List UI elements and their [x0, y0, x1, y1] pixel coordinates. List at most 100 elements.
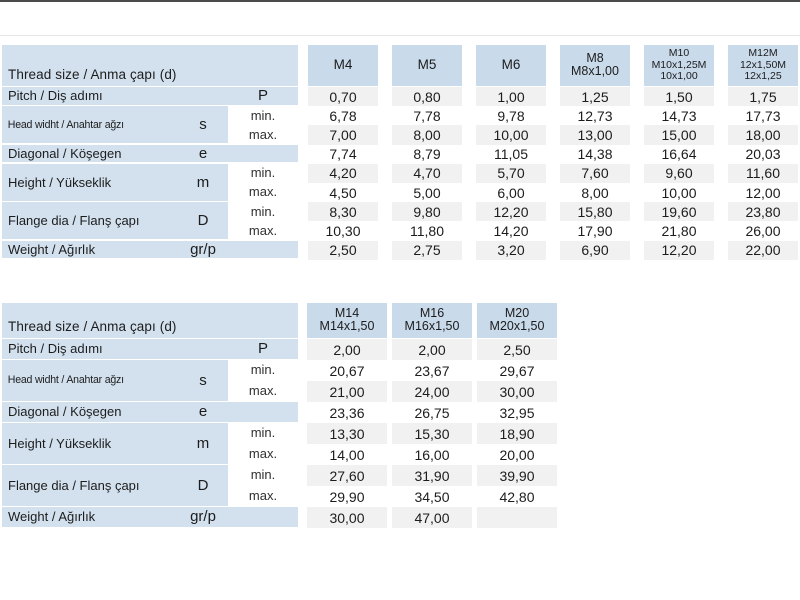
row-symbol-cell: m [178, 423, 228, 464]
value-cell-text: 17,73 [745, 107, 781, 124]
value-cell-text: 14,00 [329, 446, 365, 463]
row-symbol-cell-text: s [199, 116, 207, 134]
value-cell: 21,80 [644, 221, 714, 241]
column-header-line: M8 [586, 50, 604, 65]
table-header-label: Thread size / Anma çapı (d) [8, 66, 177, 82]
row-symbol-cell-text: s [199, 371, 207, 389]
value-cell: 30,00 [477, 381, 557, 402]
value-cell-text: 24,00 [414, 383, 450, 400]
value-cell: 8,79 [392, 144, 462, 164]
column-header: M8 M8x1,00 [560, 45, 630, 86]
value-cell-text: 11,80 [410, 222, 444, 239]
value-cell-text: 14,38 [577, 146, 613, 163]
column-header-line: M12M [748, 47, 778, 60]
column-header-line: M10x1,25M [651, 58, 707, 71]
value-cell: 1,00 [476, 87, 546, 107]
row-label: Flange dia / Flanş çapı [8, 213, 140, 229]
value-cell-text: 13,30 [329, 425, 365, 442]
column-header: M5 [392, 45, 462, 86]
row-symbol-cell-text: m [196, 434, 210, 452]
value-cell-text: 23,80 [745, 203, 781, 220]
minmax-label-cell-text: max. [248, 446, 278, 462]
value-cell-text: 30,00 [499, 383, 535, 400]
row-label-cell: Diagonal / Köşegen [2, 144, 298, 163]
value-cell-text: 8,00 [413, 126, 441, 143]
row-symbol-cell-text: D [197, 212, 209, 230]
row-symbol-cell: s [178, 360, 228, 401]
value-cell: 8,30 [308, 202, 378, 222]
value-cell: 2,75 [392, 240, 462, 260]
value-cell: 7,00 [308, 125, 378, 145]
value-cell: 18,00 [728, 125, 798, 145]
value-cell: 23,80 [728, 202, 798, 222]
row-label: Diagonal / Köşegen [8, 145, 122, 161]
value-cell: 10,30 [308, 221, 378, 241]
value-cell-text: 7,00 [329, 126, 357, 143]
value-cell: 11,80 [392, 221, 462, 241]
value-cell-text: 5,00 [413, 184, 441, 201]
value-cell: 10,00 [644, 183, 714, 203]
value-cell: 12,20 [644, 240, 714, 260]
value-cell-text: 20,03 [745, 146, 781, 163]
value-cell: 11,05 [476, 144, 546, 164]
value-cell-text: 8,30 [329, 203, 357, 220]
row-label: Height / Yükseklik [8, 174, 112, 190]
minmax-label-cell: max. [228, 183, 298, 201]
minmax-label-cell: min. [228, 423, 298, 443]
value-cell-text: 7,60 [581, 165, 609, 182]
row-symbol-cell: P [228, 87, 298, 105]
table-header-label-cell: Thread size / Anma çapı (d) [2, 303, 298, 338]
row-label-cell: Weight / Ağırlık [2, 507, 298, 527]
value-cell: 20,67 [307, 360, 387, 381]
row-label-cell: Height / Yükseklik [2, 163, 228, 201]
value-cell: 7,74 [308, 144, 378, 164]
row-symbol-cell-text: D [197, 476, 209, 494]
row-label-cell: Flange dia / Flanş çapı [2, 465, 228, 506]
value-cell: 9,80 [392, 202, 462, 222]
value-cell: 14,20 [476, 221, 546, 241]
value-cell: 13,30 [307, 423, 387, 444]
minmax-label-cell-text: max. [248, 222, 278, 238]
row-label: Weight / Ağırlık [8, 241, 96, 257]
value-cell: 12,00 [728, 183, 798, 203]
column-header: M20 M20x1,50 [477, 303, 557, 338]
minmax-label-cell: min. [228, 202, 298, 220]
value-cell-text: 19,60 [661, 203, 697, 220]
value-cell-text: 26,00 [745, 222, 781, 239]
column-header-line: M14x1,50 [319, 319, 375, 334]
value-cell-text: 22,00 [745, 242, 781, 259]
value-cell: 1,75 [728, 87, 798, 107]
value-cell: 26,75 [392, 402, 472, 423]
value-cell-text: 4,70 [413, 165, 441, 182]
value-cell: 10,00 [476, 125, 546, 145]
value-cell: 47,00 [392, 507, 472, 528]
value-cell: 2,50 [477, 339, 557, 360]
row-symbol-cell-text: e [198, 403, 208, 421]
value-cell: 16,64 [644, 144, 714, 164]
value-cell: 42,80 [477, 486, 557, 507]
row-label-cell: Height / Yükseklik [2, 423, 228, 464]
value-cell-text: 6,90 [581, 242, 609, 259]
value-cell-text: 29,67 [499, 362, 535, 379]
minmax-label-cell-text: min. [250, 107, 276, 123]
value-cell-text: 12,20 [493, 203, 529, 220]
value-cell-text: 3,20 [497, 242, 525, 259]
value-cell: 14,38 [560, 144, 630, 164]
column-header: M14 M14x1,50 [307, 303, 387, 338]
value-cell-text: 21,80 [661, 222, 697, 239]
row-symbol-cell: m [178, 164, 228, 201]
value-cell: 23,36 [307, 402, 387, 423]
value-cell-text: 12,73 [577, 107, 613, 124]
row-symbol-cell-text: m [196, 173, 210, 191]
value-cell-text: 1,50 [665, 88, 693, 105]
value-cell-text: 9,80 [413, 203, 441, 220]
value-cell-text: 7,78 [413, 107, 441, 124]
value-cell: 7,78 [392, 106, 462, 126]
value-cell-text: 9,60 [665, 165, 693, 182]
row-label-cell: Head widht / Anahtar ağzı [2, 360, 228, 401]
value-cell-text: 4,50 [329, 184, 357, 201]
column-header-line: M20 [504, 305, 530, 320]
value-cell: 3,20 [476, 240, 546, 260]
value-cell-text: 8,00 [581, 184, 609, 201]
value-cell-text: 11,60 [746, 165, 780, 182]
